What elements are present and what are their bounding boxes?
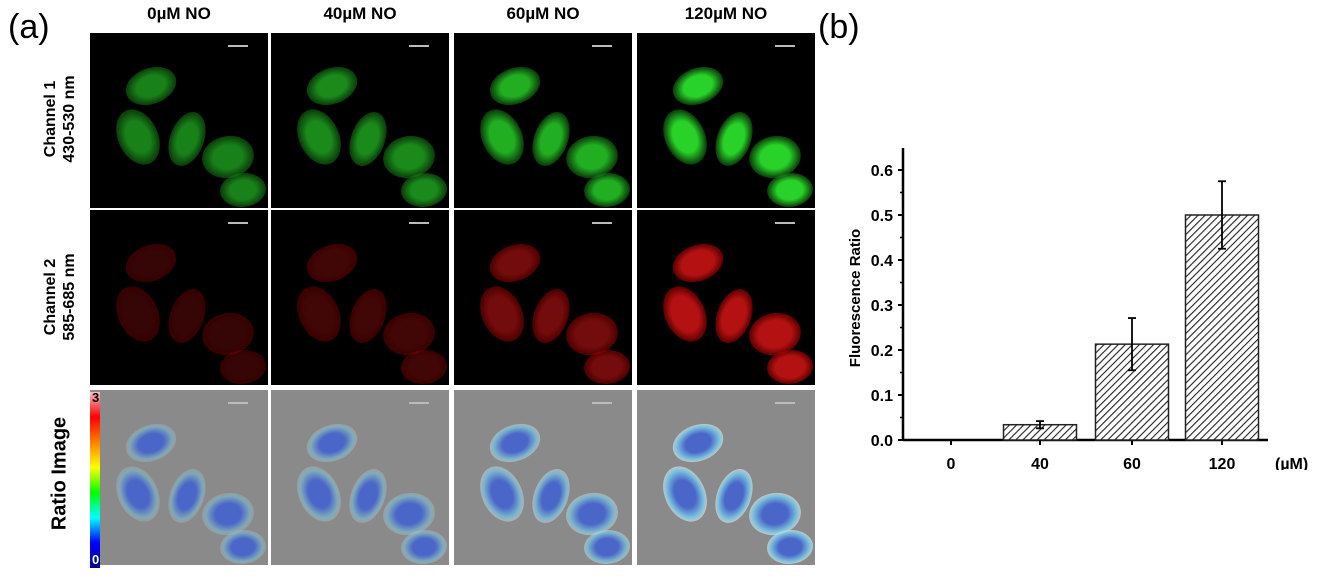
cell-nucleus [654, 459, 716, 529]
cell-nucleus [301, 60, 363, 112]
scale-bar [228, 402, 248, 404]
scale-bar [228, 222, 248, 224]
row-label-line1: Channel 1 [42, 80, 59, 158]
cell-nucleus [120, 417, 182, 469]
red-channel-image [90, 210, 268, 385]
scale-bar [775, 45, 795, 47]
ratio-image [271, 390, 449, 565]
colorbar-min: 0 [92, 552, 100, 567]
cell-nucleus [484, 237, 546, 289]
ratio-image [454, 390, 632, 565]
column-title-0: 0µM NO [147, 4, 211, 23]
x-tick-label: 60 [1123, 456, 1141, 470]
x-tick-label: 40 [1031, 456, 1049, 470]
green-channel-image [271, 33, 449, 208]
x-tick-label: 120 [1209, 456, 1236, 470]
bar-chart: 0.0 0.1 0.2 0.3 0.4 0.5 0.6 0 40 60 120 (µM) Fluores… [847, 148, 1308, 470]
cell-nucleus [107, 279, 169, 349]
row-label-line2: 585-685 nm [61, 253, 78, 341]
colorbar-max: 3 [92, 390, 100, 405]
cell-nucleus [107, 459, 169, 529]
panel-b-label: (b) [818, 8, 860, 46]
scale-bar [592, 222, 612, 224]
red-channel-image [454, 210, 632, 385]
x-tick-label: 0 [947, 456, 956, 470]
cell-nucleus [484, 60, 546, 112]
cell-nucleus [667, 237, 729, 289]
cell-nucleus [120, 60, 182, 112]
cell-nucleus [484, 417, 546, 469]
ratio-image [637, 390, 815, 565]
cell-nucleus [120, 237, 182, 289]
red-channel-image [637, 210, 815, 385]
colorbar [90, 392, 100, 568]
scale-bar [409, 45, 429, 47]
cell-nucleus [301, 417, 363, 469]
cell-nucleus [654, 279, 716, 349]
cell-nucleus [667, 417, 729, 469]
x-axis-label: (µM) [1275, 456, 1308, 470]
cell-nucleus [654, 102, 716, 172]
column-title-40: 40µM NO [323, 4, 397, 23]
cell-nucleus [107, 102, 169, 172]
y-tick-label: 0.1 [871, 388, 893, 405]
y-axis-label: Fluorescence Ratio [847, 229, 864, 367]
cell-nucleus [288, 102, 350, 172]
scale-bar [228, 45, 248, 47]
scale-bar [409, 222, 429, 224]
scale-bar [775, 222, 795, 224]
y-tick-label: 0.0 [871, 433, 893, 450]
green-channel-image [637, 33, 815, 208]
cell-nucleus [301, 237, 363, 289]
ratio-image [90, 390, 268, 565]
scale-bar [592, 45, 612, 47]
column-title-60: 60µM NO [506, 4, 580, 23]
cell-nucleus [288, 279, 350, 349]
y-tick-label: 0.4 [871, 253, 893, 270]
row-label-ratio: Ratio Image [48, 416, 71, 531]
column-title-120: 120µM NO [684, 4, 768, 23]
cell-nucleus [471, 459, 533, 529]
cell-nucleus [471, 102, 533, 172]
y-tick-label: 0.5 [871, 208, 893, 225]
scale-bar [775, 402, 795, 404]
scale-bar [592, 402, 612, 404]
row-label-line2: 430-530 nm [61, 75, 78, 163]
red-channel-image [271, 210, 449, 385]
bar-120 [1184, 214, 1260, 441]
panel-a-label: (a) [8, 8, 50, 46]
cell-nucleus [288, 459, 350, 529]
row-label-line1: Channel 2 [42, 258, 59, 336]
green-channel-image [454, 33, 632, 208]
cell-nucleus [667, 60, 729, 112]
cell-nucleus [471, 279, 533, 349]
row-label-channel-1: Channel 1 430-530 nm [41, 39, 79, 199]
y-tick-label: 0.2 [871, 343, 893, 360]
y-tick-label: 0.3 [871, 298, 893, 315]
y-tick-label: 0.6 [871, 163, 893, 180]
green-channel-image [90, 33, 268, 208]
row-label-channel-2: Channel 2 585-685 nm [41, 217, 79, 377]
scale-bar [409, 402, 429, 404]
